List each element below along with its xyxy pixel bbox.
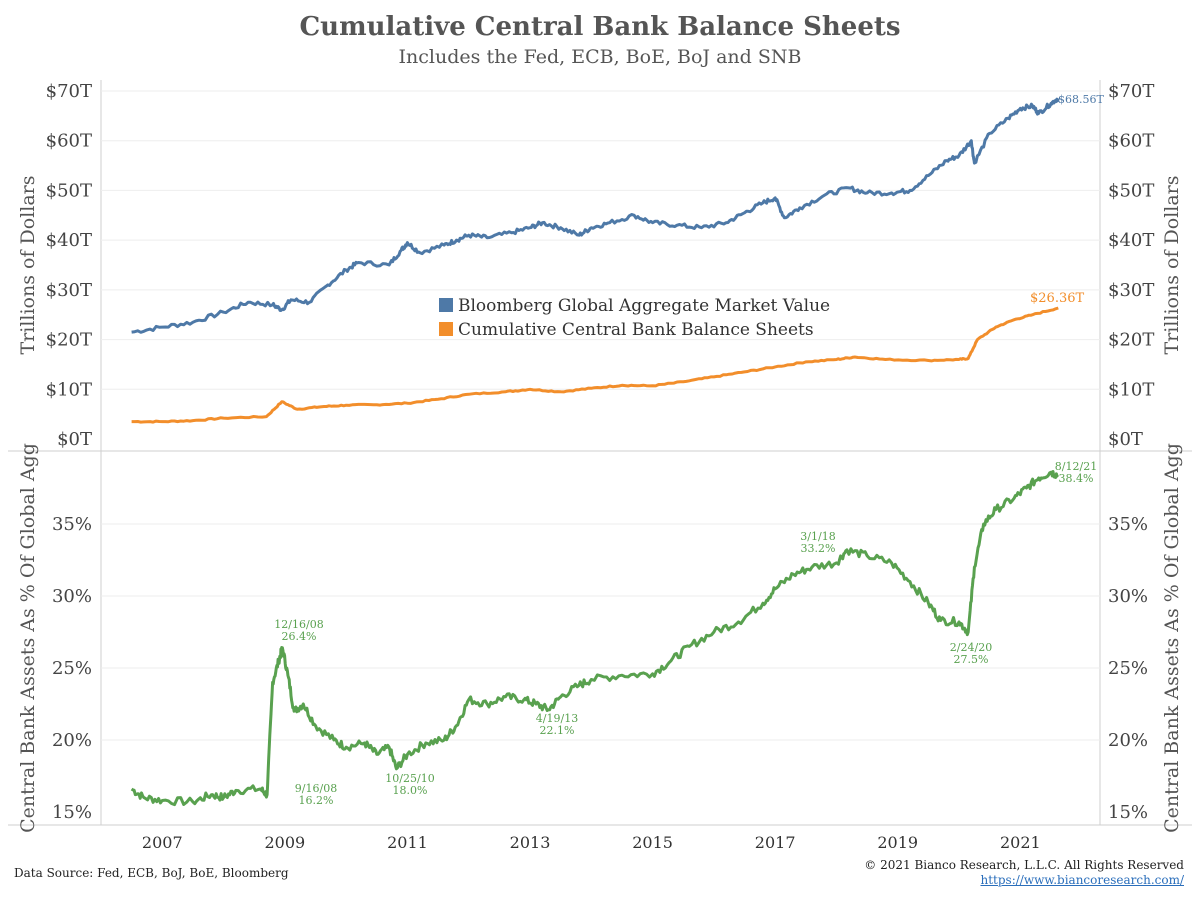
x-tick-label: 2019: [877, 833, 918, 852]
y-tick-label: 15%: [52, 802, 92, 823]
annotation-date: 8/12/21: [1055, 460, 1097, 473]
x-tick-label: 2011: [387, 833, 428, 852]
annotation-date: 2/24/20: [950, 641, 992, 654]
y-tick-label: 20%: [1108, 730, 1148, 751]
y-tick-label: $10T: [1108, 379, 1154, 400]
y-tick-label: $70T: [46, 81, 92, 102]
x-tick-label: 2021: [1000, 833, 1041, 852]
cb-balance-line: [131, 306, 1059, 424]
top-y-ticks: $0T $0T $10T $10T $20T $20T $30T $30T $40T $40T $5…: [46, 81, 1155, 450]
legend-label-global-agg: Bloomberg Global Aggregate Market Value: [458, 296, 830, 316]
y-tick-label: $0T: [1108, 429, 1143, 450]
y-tick-label: $60T: [1108, 131, 1154, 152]
y-tick-label: $10T: [46, 379, 92, 400]
x-tick-label: 2015: [632, 833, 673, 852]
bottom-left-axis-label: Central Bank Assets As % Of Global Agg: [17, 443, 39, 833]
legend-swatch-blue: [439, 298, 453, 312]
annotation-value: 18.0%: [393, 784, 428, 797]
x-tick-label: 2017: [755, 833, 796, 852]
top-gridlines: [101, 90, 1100, 390]
global-agg-end-label: $68.56T: [1058, 93, 1104, 106]
y-tick-label: 35%: [52, 514, 92, 535]
annotation-date: 12/16/08: [274, 618, 323, 631]
annotation-value: 16.2%: [299, 794, 334, 807]
x-axis-ticks: 2007 2009 2011 2013 2015 2017 2019 2021: [142, 833, 1041, 852]
y-tick-label: 35%: [1108, 514, 1148, 535]
cb-balance-end-label: $26.36T: [1030, 291, 1084, 306]
y-tick-label: $50T: [1108, 180, 1154, 201]
x-tick-label: 2013: [510, 833, 551, 852]
legend: Bloomberg Global Aggregate Market Value …: [439, 296, 830, 340]
bottom-y-ticks: 15% 15% 20% 20% 25% 25% 30% 30% 35% 35%: [52, 514, 1148, 823]
x-tick-label: 2007: [142, 833, 183, 852]
y-tick-label: $40T: [1108, 230, 1154, 251]
y-tick-label: $60T: [46, 131, 92, 152]
y-tick-label: $0T: [57, 429, 92, 450]
y-tick-label: $50T: [46, 180, 92, 201]
annotation-date: 9/16/08: [295, 782, 337, 795]
y-tick-label: 30%: [1108, 586, 1148, 607]
annotation-date: 3/1/18: [800, 530, 835, 543]
legend-swatch-orange: [439, 322, 453, 336]
annotation-value: 27.5%: [954, 653, 989, 666]
y-tick-label: 25%: [52, 658, 92, 679]
y-tick-label: $20T: [1108, 330, 1154, 351]
panel-frames: [8, 80, 1192, 826]
website-link[interactable]: https://www.biancoresearch.com/: [980, 873, 1184, 887]
y-tick-label: $20T: [46, 330, 92, 351]
annotation-value: 26.4%: [282, 630, 317, 643]
annotation-date: 4/19/13: [536, 712, 578, 725]
legend-label-cb-balance: Cumulative Central Bank Balance Sheets: [458, 320, 814, 340]
annotation-value: 22.1%: [540, 724, 575, 737]
top-right-axis-label: Trillions of Dollars: [1161, 175, 1183, 354]
global-agg-line: [131, 97, 1060, 334]
y-tick-label: 15%: [1108, 802, 1148, 823]
y-tick-label: 25%: [1108, 658, 1148, 679]
annotation-date: 10/25/10: [385, 772, 434, 785]
data-source-note: Data Source: Fed, ECB, BoJ, BoE, Bloombe…: [14, 866, 289, 880]
y-tick-label: $30T: [46, 280, 92, 301]
annotation-value: 38.4%: [1059, 472, 1094, 485]
y-tick-label: $40T: [46, 230, 92, 251]
y-tick-label: $70T: [1108, 81, 1154, 102]
cb-share-line: [130, 470, 1059, 807]
chart-title: Cumulative Central Bank Balance Sheets: [299, 12, 901, 42]
annotation-value: 33.2%: [801, 542, 836, 555]
y-tick-label: $30T: [1108, 280, 1154, 301]
top-series: [131, 97, 1060, 424]
bottom-right-axis-label: Central Bank Assets As % Of Global Agg: [1161, 443, 1183, 833]
footer-credits: © 2021 Bianco Research, L.L.C. All Right…: [864, 858, 1184, 888]
copyright-text: © 2021 Bianco Research, L.L.C. All Right…: [864, 858, 1184, 872]
y-tick-label: 20%: [52, 730, 92, 751]
annotations: 12/16/08 26.4% 9/16/08 16.2% 10/25/10 18…: [274, 460, 1097, 807]
x-tick-label: 2009: [265, 833, 306, 852]
bottom-series: [130, 470, 1059, 807]
bottom-gridlines: [101, 523, 1100, 741]
top-left-axis-label: Trillions of Dollars: [17, 175, 39, 354]
chart-subtitle: Includes the Fed, ECB, BoE, BoJ and SNB: [398, 46, 802, 68]
y-tick-label: 30%: [52, 586, 92, 607]
